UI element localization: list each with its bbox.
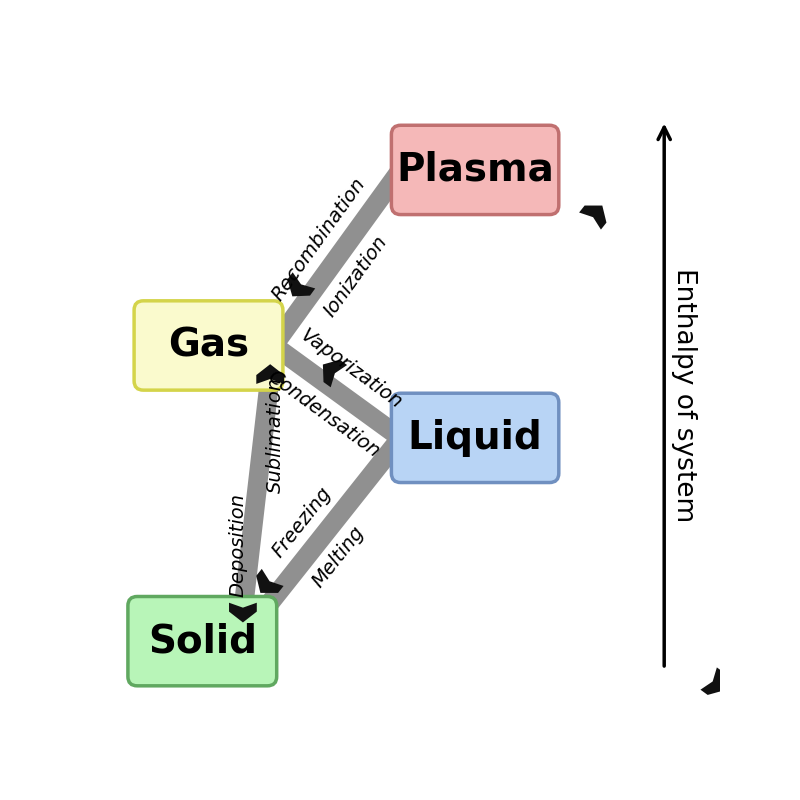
- Text: Condensation: Condensation: [264, 366, 383, 462]
- Polygon shape: [256, 569, 283, 593]
- Text: Sublimation: Sublimation: [266, 377, 285, 494]
- Text: Melting: Melting: [309, 522, 368, 591]
- Polygon shape: [579, 206, 606, 230]
- Text: Ionization: Ionization: [321, 232, 391, 320]
- Text: Enthalpy of system: Enthalpy of system: [671, 268, 697, 522]
- Polygon shape: [229, 602, 257, 622]
- FancyBboxPatch shape: [134, 301, 283, 390]
- FancyBboxPatch shape: [391, 394, 558, 482]
- Text: Liquid: Liquid: [408, 419, 542, 457]
- Text: Vaporization: Vaporization: [296, 326, 406, 413]
- Polygon shape: [323, 360, 347, 387]
- Text: Freezing: Freezing: [269, 483, 335, 561]
- Text: Gas: Gas: [168, 326, 249, 365]
- Text: Recombination: Recombination: [268, 174, 369, 304]
- FancyBboxPatch shape: [128, 597, 277, 686]
- Polygon shape: [256, 364, 284, 384]
- FancyBboxPatch shape: [391, 126, 558, 214]
- Text: Deposition: Deposition: [229, 494, 247, 598]
- Polygon shape: [701, 667, 725, 695]
- Polygon shape: [287, 272, 315, 296]
- Text: Plasma: Plasma: [396, 151, 554, 189]
- Text: Solid: Solid: [148, 622, 257, 660]
